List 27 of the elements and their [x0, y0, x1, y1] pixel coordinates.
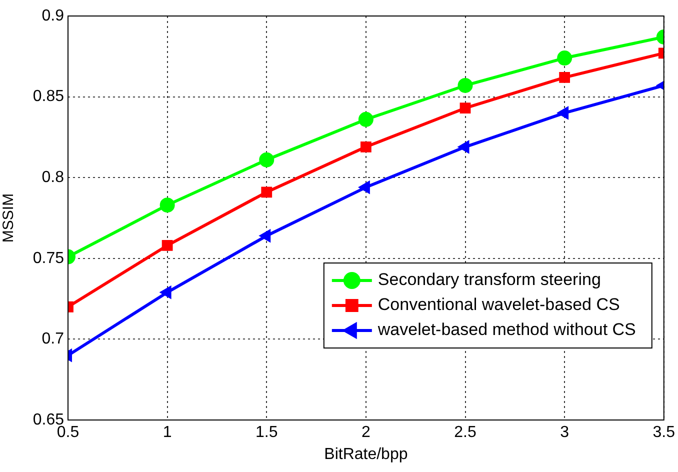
x-tick-label: 2	[361, 424, 370, 442]
y-axis-title: MSSIM	[0, 193, 18, 243]
point	[160, 198, 175, 213]
x-tick-label: 1.5	[256, 424, 278, 442]
point	[458, 78, 473, 93]
point	[261, 186, 272, 198]
x-tick-label: 2.5	[454, 424, 476, 442]
x-tick-label: 3.5	[652, 424, 676, 442]
legend-label: Conventional wavelet-based CS	[378, 295, 620, 314]
y-tick-label: 0.8	[42, 169, 64, 186]
point	[557, 106, 569, 120]
y-tick-label: 0.75	[32, 250, 64, 267]
point	[458, 140, 470, 154]
legend-label: Secondary transform steering	[378, 270, 601, 290]
point	[358, 112, 374, 127]
point	[358, 180, 370, 194]
y-tick-label: 0.85	[32, 88, 64, 106]
y-tick-label: 0.9	[42, 7, 64, 24]
point	[360, 141, 372, 152]
point	[162, 240, 173, 251]
y-tick-label: 0.7	[42, 330, 64, 348]
x-axis-title: BitRate/bpp	[324, 446, 408, 463]
x-tick-label: 1	[162, 424, 172, 442]
legend-label: wavelet-based method without CS	[376, 320, 636, 340]
point	[460, 102, 471, 114]
point	[259, 152, 274, 168]
x-tick-label: 3	[560, 424, 570, 442]
